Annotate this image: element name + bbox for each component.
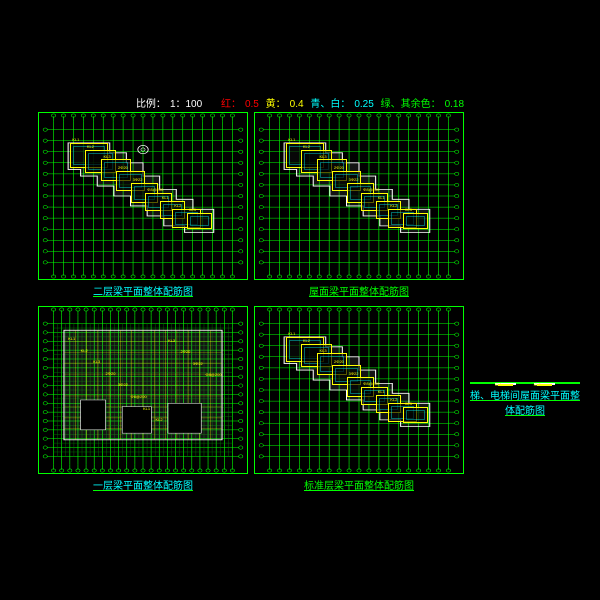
beam-label: KL3 [405, 208, 412, 212]
beam-label: 3Φ22 [193, 362, 203, 366]
beam-label: 3Φ22 [349, 178, 359, 182]
beam-label: Φ8@200 [363, 188, 379, 192]
panel-body: KL1 KL2 KL3 2Φ20 3Φ22 Φ8@200 KL1 KL2 KL3 [38, 112, 248, 280]
beam-label: KL1 [288, 138, 295, 142]
legend-item-0: 红： [221, 99, 241, 110]
scale-label: 比例： [136, 99, 166, 110]
beam-label: KL2 [174, 204, 181, 208]
panel-title: 一层梁平面整体配筋图 [38, 474, 248, 492]
legend-item-1: 黄： [266, 99, 286, 110]
empty-cell [470, 112, 580, 298]
beam-label: KL1 [143, 407, 150, 411]
beam-label: KL2 [87, 145, 94, 149]
beam-label: KL1 [495, 383, 502, 387]
scale-value: 1：100 [170, 99, 202, 110]
beam-label: 2Φ20 [180, 350, 190, 354]
panel-floor1: KL1 KL2 KL3 2Φ20 3Φ22 Φ8@200 KL1 KL2 KL3 2Φ20 3Φ22… [38, 306, 248, 492]
beam-label: KL2 [303, 145, 310, 149]
legend-value-0: 0.5 [245, 99, 259, 110]
panel-title: 标准层梁平面整体配筋图 [254, 474, 464, 492]
room-cell [187, 213, 212, 230]
legend-item-2: 青、白： [310, 99, 350, 110]
legend-value-3: 0.18 [445, 99, 464, 110]
beam-label: 3Φ22 [133, 178, 143, 182]
beam-label: Φ8@200 [363, 382, 379, 386]
room-cell [403, 407, 428, 424]
panel-body: KL1 KL2 [470, 382, 580, 384]
panel-stair: KL1 KL2梯、电梯间屋面梁平面整体配筋图 [470, 382, 580, 417]
beam-label: KL2 [303, 339, 310, 343]
beam-label: Φ8@200 [147, 188, 163, 192]
beam-label: KL1 [68, 337, 75, 341]
panel-typical: KL1 KL2 KL3 2Φ20 3Φ22 Φ8@200 KL1 KL2 KL3 标准层梁平面整体… [254, 306, 464, 492]
legend-bar: 比例： 1：100 红： 0.5 黄： 0.4 青、白： 0.25 绿、其余色： 0.18 [0, 95, 600, 110]
panel-title: 屋面梁平面整体配筋图 [254, 280, 464, 298]
panel-title: 二层梁平面整体配筋图 [38, 280, 248, 298]
beam-label: Φ8@200 [131, 395, 147, 399]
beam-label: KL2 [534, 383, 541, 387]
drawing-panels: KL1 KL2 KL3 2Φ20 3Φ22 Φ8@200 KL1 KL2 KL3 二层梁平面整体配… [38, 112, 578, 492]
panel-body: KL1 KL2 KL3 2Φ20 3Φ22 Φ8@200 KL1 KL2 KL3 [254, 306, 464, 474]
room-cell [403, 213, 428, 230]
panel-title: 梯、电梯间屋面梁平面整体配筋图 [470, 384, 580, 417]
panel-body: KL1 KL2 KL3 2Φ20 3Φ22 Φ8@200 KL1 KL2 KL3 2Φ20 3Φ22… [38, 306, 248, 474]
beam-label: KL3 [319, 155, 326, 159]
beam-label: 2Φ20 [334, 166, 344, 170]
beam-label: 3Φ22 [349, 372, 359, 376]
beam-label: 2Φ20 [334, 360, 344, 364]
beam-label: KL2 [155, 418, 162, 422]
beam-label: KL3 [319, 349, 326, 353]
beam-label: KL3 [93, 360, 100, 364]
beam-label: KL1 [162, 196, 169, 200]
beam-label: KL3 [103, 155, 110, 159]
beam-label: KL2 [390, 204, 397, 208]
panel-floor2: KL1 KL2 KL3 2Φ20 3Φ22 Φ8@200 KL1 KL2 KL3 二层梁平面整体配… [38, 112, 248, 298]
beam-label: KL1 [378, 390, 385, 394]
legend-item-3: 绿、其余色： [381, 99, 441, 110]
beam-label: KL1 [378, 196, 385, 200]
beam-label: KL3 [405, 402, 412, 406]
beam-label: KL3 [168, 339, 175, 343]
panel-roof: KL1 KL2 KL3 2Φ20 3Φ22 Φ8@200 KL1 KL2 KL3 屋面梁平面整体配… [254, 112, 464, 298]
panel-body: KL1 KL2 KL3 2Φ20 3Φ22 Φ8@200 KL1 KL2 KL3 [254, 112, 464, 280]
beam-label: 2Φ20 [106, 372, 116, 376]
beam-label: 2Φ20 [118, 166, 128, 170]
legend-value-2: 0.25 [354, 99, 373, 110]
beam-label: 3Φ22 [118, 383, 128, 387]
beam-label: KL2 [390, 398, 397, 402]
beam-label: KL3 [189, 208, 196, 212]
beam-label: KL1 [288, 332, 295, 336]
beam-label: Φ8@200 [205, 373, 221, 377]
beam-label: KL2 [81, 349, 88, 353]
legend-value-1: 0.4 [290, 99, 304, 110]
beam-label: KL1 [72, 138, 79, 142]
